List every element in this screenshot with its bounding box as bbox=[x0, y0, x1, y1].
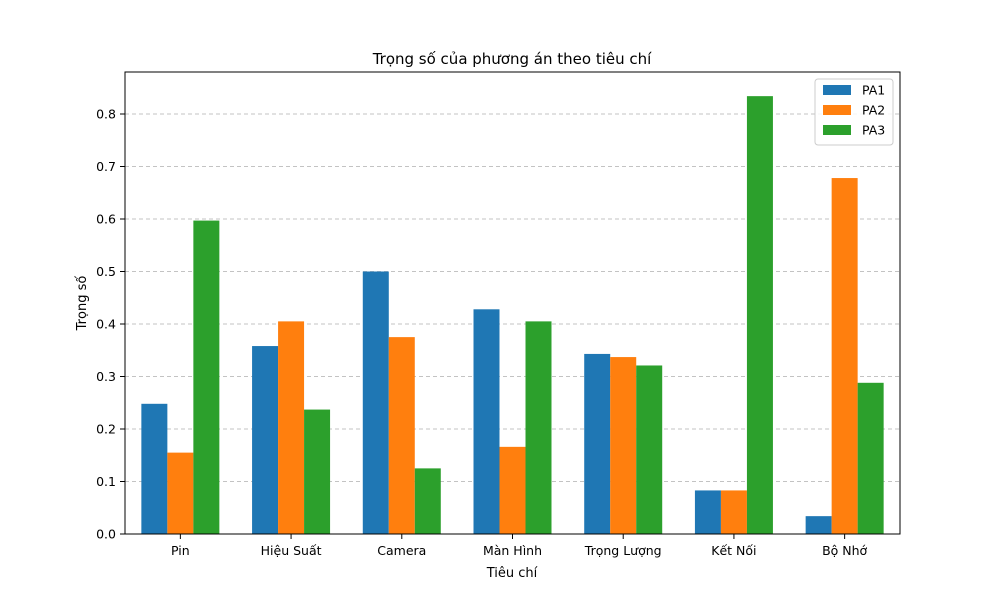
y-tick-label: 0.4 bbox=[96, 317, 116, 332]
bar-pa2-1 bbox=[278, 321, 305, 534]
x-tick-label: Bộ Nhớ bbox=[822, 543, 867, 558]
bar-pa1-5 bbox=[694, 490, 721, 534]
y-axis-label: Trọng số bbox=[75, 276, 90, 332]
y-tick-label: 0.2 bbox=[96, 422, 116, 437]
y-tick-label: 0.5 bbox=[96, 264, 116, 279]
bar-pa3-5 bbox=[746, 96, 773, 535]
bar-pa2-3 bbox=[499, 446, 526, 534]
bars bbox=[141, 96, 884, 535]
y-tick-label: 0.7 bbox=[96, 159, 116, 174]
legend-swatch-pa3 bbox=[823, 125, 851, 135]
bar-pa2-0 bbox=[167, 452, 194, 534]
x-tick-label: Màn Hình bbox=[483, 543, 542, 558]
y-tick-label: 0.0 bbox=[96, 527, 116, 542]
y-tick-label: 0.3 bbox=[96, 369, 116, 384]
x-tick-label: Trọng Lượng bbox=[584, 543, 662, 558]
legend-label-pa2: PA2 bbox=[862, 103, 885, 118]
bar-pa3-6 bbox=[857, 382, 884, 534]
legend-swatch-pa1 bbox=[823, 85, 851, 95]
chart-title: Trọng số của phương án theo tiêu chí bbox=[372, 50, 652, 68]
y-axis: 0.0 0.1 0.2 0.3 0.4 0.5 0.6 0.7 0.8 bbox=[96, 107, 125, 542]
bar-pa3-1 bbox=[304, 409, 331, 534]
x-tick-label: Pin bbox=[171, 543, 190, 558]
bar-pa2-6 bbox=[831, 178, 858, 535]
x-tick-label: Camera bbox=[377, 543, 426, 558]
legend: PA1 PA2 PA3 bbox=[814, 78, 894, 146]
legend-label-pa3: PA3 bbox=[862, 123, 885, 138]
legend-label-pa1: PA1 bbox=[862, 83, 885, 98]
x-tick-label: Hiệu Suất bbox=[261, 543, 322, 558]
y-tick-label: 0.1 bbox=[96, 474, 116, 489]
x-axis-label: Tiêu chí bbox=[486, 566, 538, 581]
bar-pa1-4 bbox=[584, 353, 611, 534]
bar-pa1-3 bbox=[473, 309, 500, 534]
bar-pa3-2 bbox=[414, 468, 441, 534]
x-tick-label: Kết Nối bbox=[711, 543, 756, 558]
bar-pa3-4 bbox=[636, 365, 663, 534]
grid bbox=[125, 113, 900, 482]
bar-pa2-2 bbox=[388, 337, 415, 534]
y-tick-label: 0.6 bbox=[96, 212, 116, 227]
y-tick-label: 0.8 bbox=[96, 107, 116, 122]
x-axis: Pin Hiệu Suất Camera Màn Hình Trọng Lượng Kết… bbox=[171, 534, 868, 558]
bar-pa3-3 bbox=[525, 321, 552, 534]
bar-pa2-4 bbox=[610, 357, 637, 534]
bar-pa1-0 bbox=[141, 403, 168, 534]
bar-pa1-1 bbox=[252, 346, 279, 534]
bar-pa1-2 bbox=[362, 271, 389, 534]
bar-pa3-0 bbox=[193, 220, 220, 534]
bar-pa2-5 bbox=[720, 490, 747, 534]
bar-pa1-6 bbox=[805, 516, 832, 534]
legend-swatch-pa2 bbox=[823, 105, 851, 115]
